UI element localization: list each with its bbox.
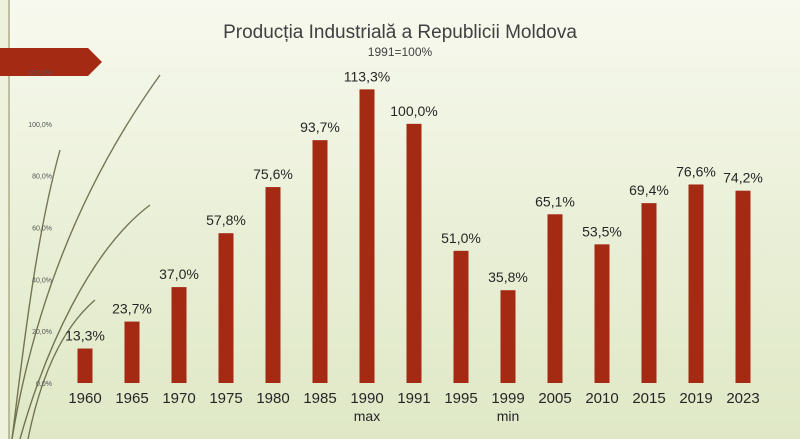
x-tick-label: 2010 <box>585 390 618 407</box>
x-tick-label: 1995 <box>444 390 477 407</box>
bar <box>265 187 281 383</box>
y-tick-label: 20,0% <box>32 329 52 336</box>
data-label: 51,0% <box>441 230 481 246</box>
data-label: 65,1% <box>535 193 575 209</box>
category-note: min <box>497 408 520 424</box>
bar <box>406 123 422 383</box>
data-label: 37,0% <box>159 266 199 282</box>
chart-subtitle: 1991=100% <box>368 45 433 59</box>
bar <box>641 203 657 383</box>
bar <box>453 250 469 383</box>
bar <box>312 140 328 383</box>
x-tick-label: 1985 <box>303 390 336 407</box>
x-tick-label: 2023 <box>726 390 759 407</box>
x-tick-label: 1991 <box>397 390 430 407</box>
x-tick-label: 1975 <box>209 390 242 407</box>
data-labels: 13,3% 23,7% 37,0% 57,8% 75,6% 93,7% 113,3% 100,… <box>65 68 763 343</box>
data-label: 113,3% <box>344 68 390 84</box>
data-label: 76,6% <box>676 163 716 179</box>
bar <box>359 89 375 383</box>
x-tick-label: 1965 <box>115 390 148 407</box>
left-strip <box>0 0 9 439</box>
y-axis: 0,0% 20,0% 40,0% 60,0% 80,0% 100,0% 120,0% <box>28 70 52 388</box>
data-label: 35,8% <box>488 269 528 285</box>
bar <box>218 233 234 383</box>
vine-decoration <box>11 74 161 439</box>
bar <box>77 348 93 383</box>
x-tick-label: 2019 <box>679 390 712 407</box>
x-tick-label: 1999 <box>491 390 524 407</box>
category-note: max <box>354 408 380 424</box>
data-label: 23,7% <box>112 301 152 317</box>
data-label: 57,8% <box>206 212 246 228</box>
y-tick-label: 100,0% <box>28 122 52 129</box>
bar <box>735 190 751 383</box>
chart-title: Producția Industrială a Republicii Moldo… <box>223 22 577 43</box>
bar <box>594 244 610 383</box>
data-label: 74,2% <box>723 170 763 186</box>
x-tick-label: 2005 <box>538 390 571 407</box>
data-label: 69,4% <box>629 182 669 198</box>
bar <box>688 184 704 383</box>
data-label: 53,5% <box>582 223 622 239</box>
x-tick-label: 1990 <box>350 390 383 407</box>
data-label: 93,7% <box>300 119 340 135</box>
data-label: 100,0% <box>390 103 437 119</box>
y-tick-label: 0,0% <box>36 381 52 388</box>
bar <box>124 321 140 383</box>
x-tick-label: 1980 <box>256 390 289 407</box>
data-label: 13,3% <box>65 328 105 344</box>
x-tick-label: 2015 <box>632 390 665 407</box>
y-tick-label: 60,0% <box>32 226 52 233</box>
y-tick-label: 80,0% <box>32 174 52 181</box>
bar-series <box>77 89 751 383</box>
bar <box>500 290 516 383</box>
x-tick-label: 1960 <box>68 390 101 407</box>
x-tick-label: 1970 <box>162 390 195 407</box>
bar <box>547 214 563 383</box>
y-tick-label: 40,0% <box>32 277 52 284</box>
y-tick-label: 120,0% <box>28 70 52 77</box>
accent-banner-arrow <box>0 48 102 76</box>
data-label: 75,6% <box>253 166 293 182</box>
bar <box>171 287 187 383</box>
